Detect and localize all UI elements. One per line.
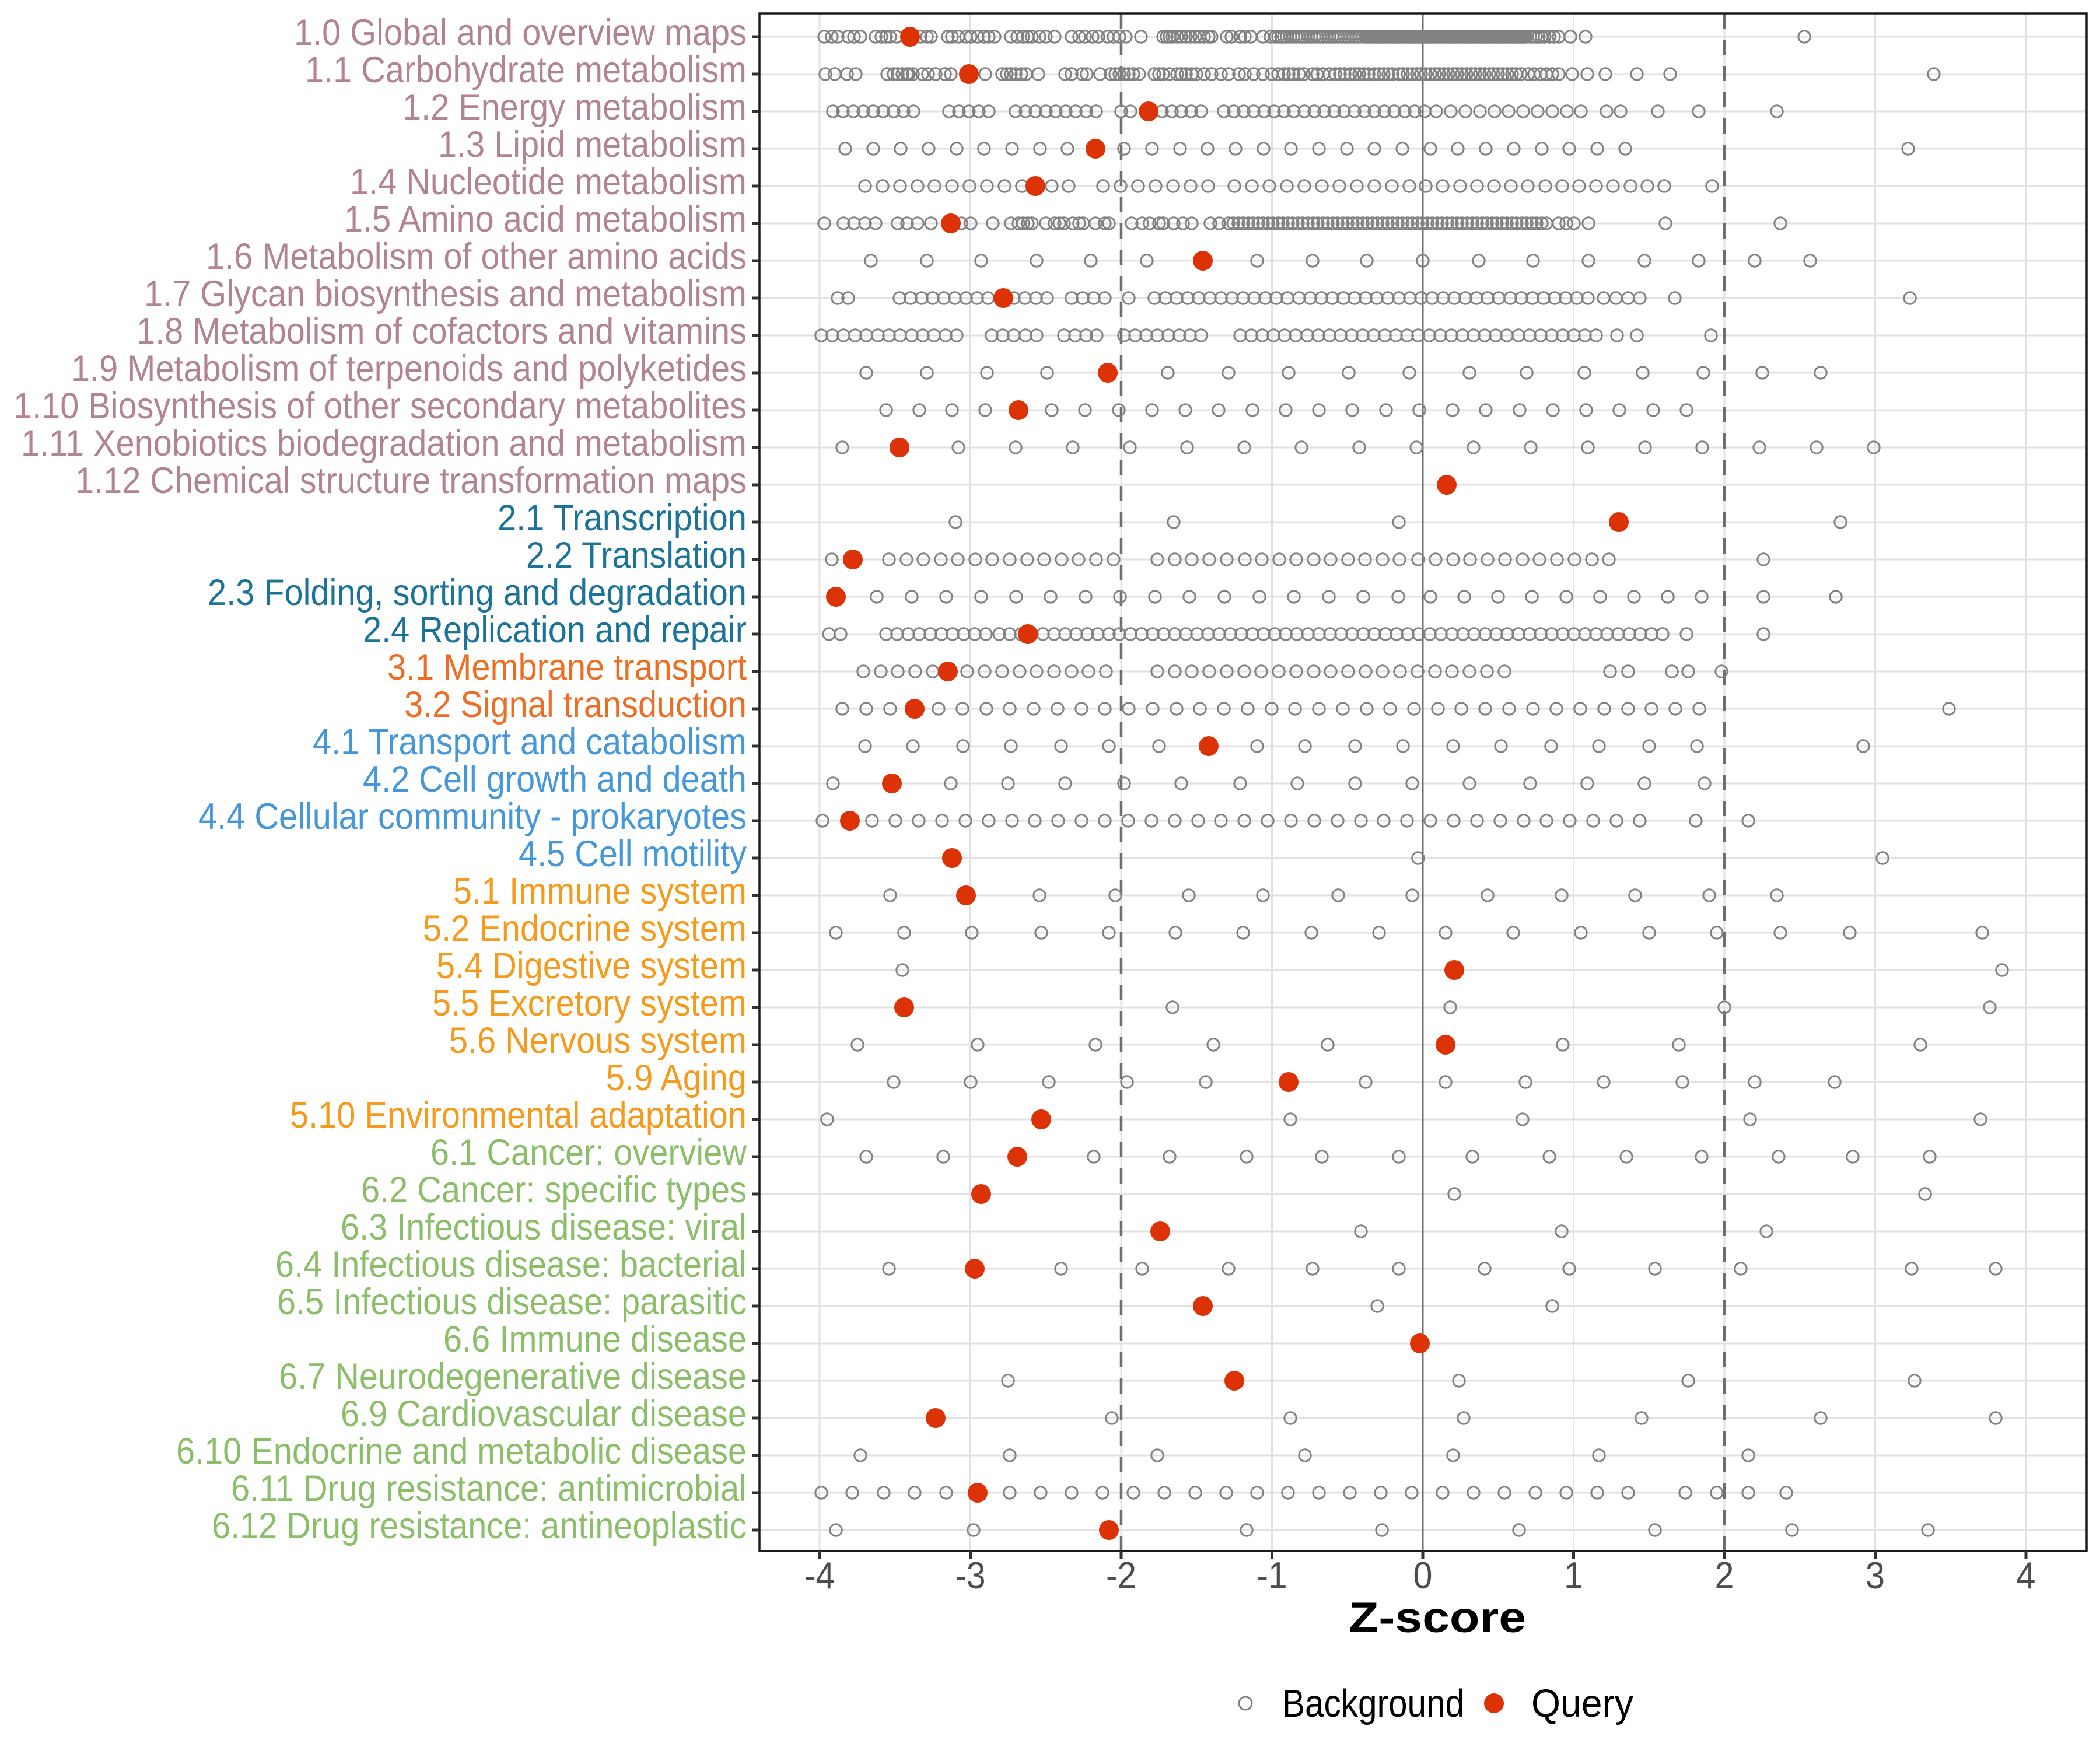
svg-text:5.2 Endocrine system: 5.2 Endocrine system bbox=[423, 908, 747, 949]
svg-text:1.4 Nucleotide metabolism: 1.4 Nucleotide metabolism bbox=[350, 162, 747, 202]
svg-text:1.1 Carbohydrate metabolism: 1.1 Carbohydrate metabolism bbox=[305, 50, 747, 90]
svg-text:-1: -1 bbox=[1257, 1554, 1287, 1597]
svg-text:4.2 Cell growth and death: 4.2 Cell growth and death bbox=[363, 759, 747, 800]
svg-text:1.8 Metabolism of cofactors an: 1.8 Metabolism of cofactors and vitamins bbox=[136, 311, 747, 352]
svg-text:2.4 Replication and repair: 2.4 Replication and repair bbox=[363, 610, 747, 650]
svg-text:5.5 Excretory system: 5.5 Excretory system bbox=[432, 983, 747, 1024]
svg-text:6.11 Drug resistance: antimicr: 6.11 Drug resistance: antimicrobial bbox=[231, 1468, 747, 1509]
svg-text:-4: -4 bbox=[804, 1554, 835, 1597]
svg-text:6.7 Neurodegenerative disease: 6.7 Neurodegenerative disease bbox=[279, 1356, 747, 1397]
svg-text:2.1 Transcription: 2.1 Transcription bbox=[498, 498, 747, 538]
svg-text:6.10 Endocrine and metabolic d: 6.10 Endocrine and metabolic disease bbox=[176, 1431, 747, 1472]
svg-text:2: 2 bbox=[1715, 1554, 1734, 1597]
svg-text:1.0 Global and overview maps: 1.0 Global and overview maps bbox=[294, 12, 747, 53]
svg-text:4: 4 bbox=[2017, 1554, 2036, 1597]
svg-text:3.1 Membrane transport: 3.1 Membrane transport bbox=[387, 647, 747, 688]
svg-text:3.2 Signal transduction: 3.2 Signal transduction bbox=[404, 684, 747, 725]
svg-text:-3: -3 bbox=[956, 1554, 986, 1597]
svg-text:2.3 Folding, sorting and degra: 2.3 Folding, sorting and degradation bbox=[208, 572, 747, 613]
svg-text:4.4 Cellular community - proka: 4.4 Cellular community - prokaryotes bbox=[198, 796, 747, 837]
svg-text:1.6 Metabolism of other amino: 1.6 Metabolism of other amino acids bbox=[206, 236, 747, 277]
svg-text:1.2 Energy metabolism: 1.2 Energy metabolism bbox=[402, 87, 747, 128]
svg-text:1.12 Chemical structure transf: 1.12 Chemical structure transformation m… bbox=[75, 460, 747, 501]
svg-text:6.6 Immune disease: 6.6 Immune disease bbox=[443, 1319, 747, 1360]
svg-text:6.9 Cardiovascular disease: 6.9 Cardiovascular disease bbox=[341, 1394, 747, 1434]
svg-text:6.3 Infectious disease: viral: 6.3 Infectious disease: viral bbox=[341, 1207, 747, 1248]
svg-text:1.9 Metabolism of terpenoids a: 1.9 Metabolism of terpenoids and polyket… bbox=[71, 348, 747, 389]
svg-text:6.2 Cancer: specific types: 6.2 Cancer: specific types bbox=[361, 1170, 747, 1210]
svg-text:6.12 Drug resistance: antineop: 6.12 Drug resistance: antineoplastic bbox=[212, 1506, 747, 1546]
svg-text:6.1 Cancer: overview: 6.1 Cancer: overview bbox=[430, 1132, 747, 1173]
svg-text:6.4 Infectious disease: bacter: 6.4 Infectious disease: bacterial bbox=[275, 1244, 747, 1285]
svg-text:5.4 Digestive system: 5.4 Digestive system bbox=[436, 946, 747, 986]
svg-text:6.5 Infectious disease: parasi: 6.5 Infectious disease: parasitic bbox=[277, 1282, 747, 1322]
svg-text:4.1 Transport and catabolism: 4.1 Transport and catabolism bbox=[313, 722, 747, 762]
svg-text:5.6 Nervous system: 5.6 Nervous system bbox=[449, 1020, 747, 1061]
svg-text:4.5 Cell motility: 4.5 Cell motility bbox=[519, 834, 747, 874]
svg-text:3: 3 bbox=[1866, 1554, 1885, 1597]
svg-text:1.7 Glycan biosynthesis and me: 1.7 Glycan biosynthesis and metabolism bbox=[144, 274, 747, 314]
svg-text:1.11 Xenobiotics biodegradatio: 1.11 Xenobiotics biodegradation and meta… bbox=[21, 423, 747, 464]
svg-text:Query: Query bbox=[1531, 1682, 1633, 1726]
svg-text:5.1 Immune system: 5.1 Immune system bbox=[453, 871, 747, 912]
svg-text:1.5 Amino acid metabolism: 1.5 Amino acid metabolism bbox=[344, 199, 747, 240]
svg-text:-2: -2 bbox=[1106, 1554, 1136, 1597]
svg-text:1: 1 bbox=[1564, 1554, 1583, 1597]
svg-text:5.10 Environmental adaptation: 5.10 Environmental adaptation bbox=[290, 1095, 747, 1136]
svg-text:Background: Background bbox=[1282, 1682, 1464, 1726]
svg-text:5.9 Aging: 5.9 Aging bbox=[606, 1058, 747, 1098]
svg-text:1.10 Biosynthesis of other sec: 1.10 Biosynthesis of other secondary met… bbox=[13, 386, 747, 426]
svg-text:2.2 Translation: 2.2 Translation bbox=[526, 535, 747, 576]
svg-text:Z-score: Z-score bbox=[1349, 1594, 1526, 1642]
svg-text:1.3 Lipid metabolism: 1.3 Lipid metabolism bbox=[438, 124, 747, 165]
svg-text:0: 0 bbox=[1413, 1554, 1433, 1597]
